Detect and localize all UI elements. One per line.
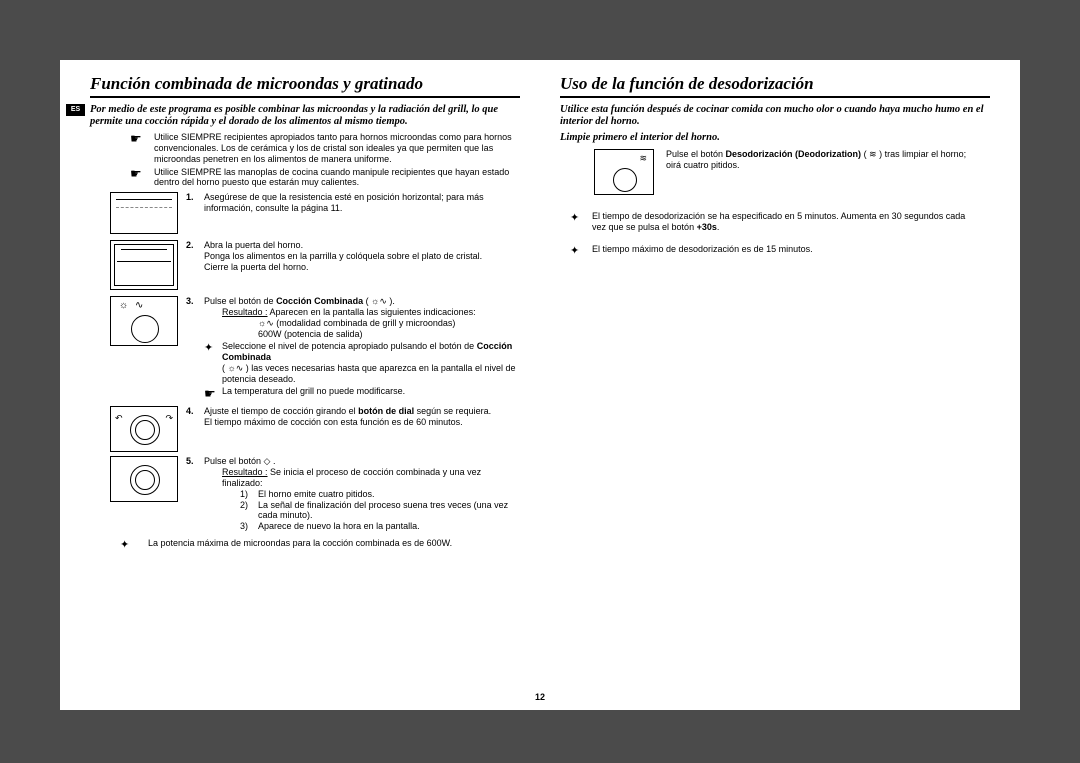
deodor-diagram: ≋	[590, 149, 658, 195]
right-column: Uso de la función de desodorización Util…	[540, 74, 990, 710]
right-sub: Limpie primero el interior del horno.	[560, 132, 990, 143]
step-1-diagram	[110, 192, 178, 236]
left-intro: ES Por medio de este programa es posible…	[90, 104, 520, 128]
bullet-1-text: Utilice SIEMPRE recipientes apropiados t…	[154, 132, 520, 164]
step-3-sub1: (modalidad combinada de grill y microond…	[276, 318, 455, 328]
step5-li1: El horno emite cuatro pitidos.	[258, 489, 375, 500]
deodor-instruction: ≋ Pulse el botón Desodorización (Deodori…	[560, 149, 990, 195]
right-note-1: ✦ El tiempo de desodorización se ha espe…	[570, 211, 990, 234]
right-note1a: El tiempo de desodorización se ha especi…	[592, 211, 965, 232]
bullet-2: ☛ Utilice SIEMPRE las manoplas de cocina…	[130, 167, 520, 189]
step-1: 1. Asegúrese de que la resistencia esté …	[110, 192, 520, 236]
step-2: 2. Abra la puerta del horno. Ponga los a…	[110, 240, 520, 292]
step5-li3: Aparece de nuevo la hora en la pantalla.	[258, 521, 420, 532]
pointer-icon: ☛	[204, 386, 222, 402]
step-2a: Abra la puerta del horno.	[204, 240, 303, 250]
bullet-1: ☛ Utilice SIEMPRE recipientes apropiados…	[130, 132, 520, 164]
note-icon: ✦	[204, 341, 222, 384]
step-2b: Ponga los alimentos en la parrilla y col…	[204, 251, 482, 261]
right-note1b: +30s	[697, 222, 717, 232]
step5-li1-n: 1)	[240, 489, 258, 500]
step-4-extra: El tiempo máximo de cocción con esta fun…	[204, 417, 463, 427]
page-number: 12	[60, 692, 1020, 702]
right-note1c: .	[717, 222, 720, 232]
control-panel-diagram: ☼ ∿	[110, 296, 178, 346]
step-5-res-label: Resultado :	[222, 467, 268, 477]
step5-li3-n: 3)	[240, 521, 258, 532]
note-icon: ✦	[570, 244, 592, 257]
step-3-note2: La temperatura del grill no puede modifi…	[222, 386, 520, 402]
oven-diagram	[110, 240, 178, 290]
left-column: Función combinada de microondas y gratin…	[90, 74, 540, 710]
step-4-num: 4.	[186, 406, 204, 416]
note-icon: ✦	[570, 211, 592, 234]
pointer-icon: ☛	[130, 132, 154, 145]
step-4-diagram: ↶ ↷	[110, 406, 178, 452]
step-3-note1-pre: Seleccione el nivel de potencia apropiad…	[222, 341, 477, 351]
step5-li2-n: 2)	[240, 500, 258, 522]
bullet-2-text: Utilice SIEMPRE las manoplas de cocina c…	[154, 167, 520, 189]
step-3-diagram: ☼ ∿	[110, 296, 178, 346]
right-note2: El tiempo máximo de desodorización es de…	[592, 244, 980, 257]
step-3: ☼ ∿ 3. Pulse el botón de Cocción Combina…	[110, 296, 520, 402]
left-footnote-text: La potencia máxima de microondas para la…	[148, 538, 520, 549]
step-4-pre: Ajuste el tiempo de cocción girando el	[204, 406, 358, 416]
instr-pre: Pulse el botón	[666, 149, 726, 159]
step-4-bold: botón de dial	[358, 406, 414, 416]
step-3-res: Aparecen en la pantalla las siguientes i…	[268, 307, 476, 317]
page-background: Función combinada de microondas y gratin…	[0, 0, 1080, 763]
pointer-icon: ☛	[130, 167, 154, 180]
step-5: 5. Pulse el botón ◇ . Resultado : Se ini…	[110, 456, 520, 532]
right-section-title: Uso de la función de desodorización	[560, 74, 990, 98]
start-diagram	[110, 456, 178, 502]
left-section-title: Función combinada de microondas y gratin…	[90, 74, 520, 98]
step-3-res-label: Resultado :	[222, 307, 268, 317]
instr-bold: Desodorización (Deodorization)	[726, 149, 862, 159]
step-2-num: 2.	[186, 240, 204, 250]
step5-li2: La señal de finalización del proceso sue…	[258, 500, 520, 522]
step-1-text: Asegúrese de que la resistencia esté en …	[204, 192, 520, 214]
language-badge: ES	[66, 104, 85, 116]
step-5-pre: Pulse el botón	[204, 456, 264, 466]
step-3-bold: Cocción Combinada	[276, 296, 363, 306]
step-5-num: 5.	[186, 456, 204, 466]
deodor-panel: ≋	[594, 149, 654, 195]
step-1-num: 1.	[186, 192, 204, 202]
step-2c: Cierre la puerta del horno.	[204, 262, 309, 272]
left-intro-text: Por medio de este programa es posible co…	[90, 104, 498, 127]
step-3-num: 3.	[186, 296, 204, 306]
step-5-diagram	[110, 456, 178, 502]
step-4: ↶ ↷ 4. Ajuste el tiempo de cocción giran…	[110, 406, 520, 452]
step-3-pre: Pulse el botón de	[204, 296, 276, 306]
note-icon: ✦	[120, 538, 148, 551]
right-intro: Utilice esta función después de cocinar …	[560, 104, 990, 128]
left-footnote: ✦ La potencia máxima de microondas para …	[120, 538, 520, 551]
right-note-2: ✦ El tiempo máximo de desodorización es …	[570, 244, 990, 257]
dial-diagram: ↶ ↷	[110, 406, 178, 452]
document-sheet: Función combinada de microondas y gratin…	[60, 60, 1020, 710]
step-3-note1-post: las veces necesarias hasta que aparezca …	[222, 363, 515, 384]
step-4-post: según se requiera.	[414, 406, 491, 416]
step-2-diagram	[110, 240, 178, 292]
heater-diagram	[110, 192, 178, 234]
step-3-sub2: 600W (potencia de salida)	[258, 329, 363, 339]
